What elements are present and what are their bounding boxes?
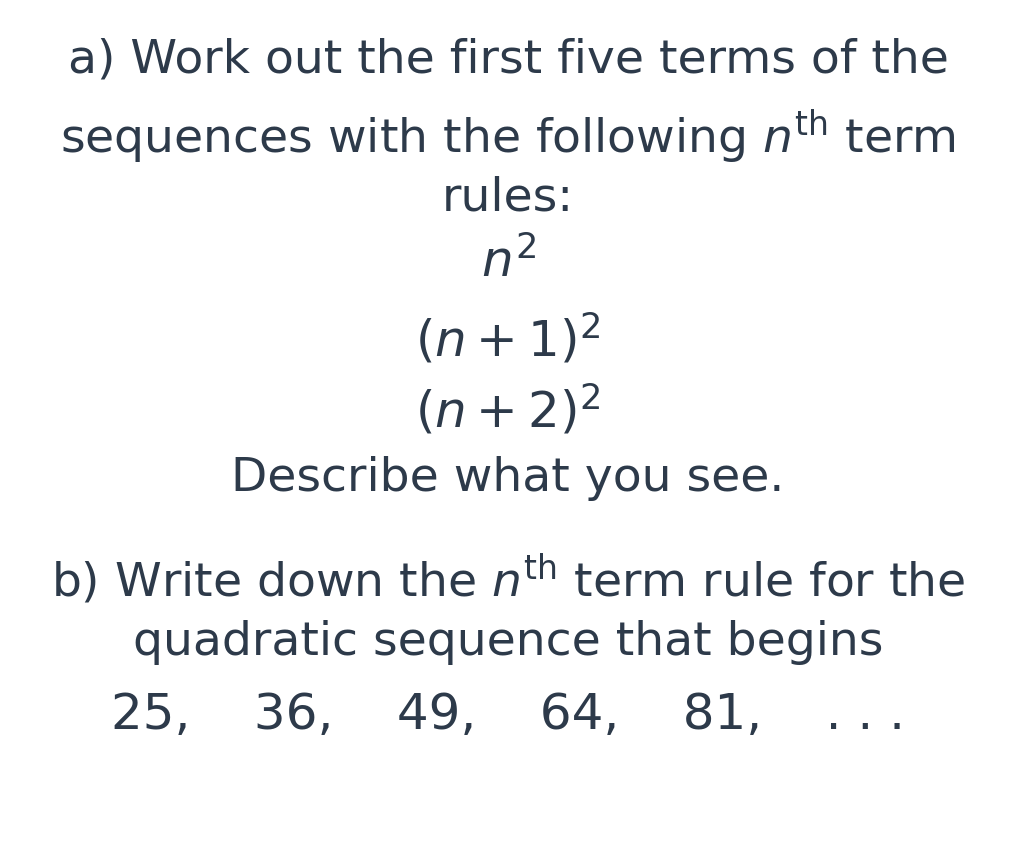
Text: $(n + 2)^2$: $(n + 2)^2$: [416, 383, 600, 437]
Text: b) Write down the $n^{\mathrm{th}}$ term rule for the: b) Write down the $n^{\mathrm{th}}$ term…: [51, 551, 965, 606]
Text: $(n + 1)^2$: $(n + 1)^2$: [416, 311, 600, 366]
Text: rules:: rules:: [442, 176, 574, 221]
Text: a) Work out the first five terms of the: a) Work out the first five terms of the: [67, 38, 949, 83]
Text: sequences with the following $n^{\mathrm{th}}$ term: sequences with the following $n^{\mathrm…: [60, 107, 956, 166]
Text: Describe what you see.: Describe what you see.: [232, 456, 784, 501]
Text: quadratic sequence that begins: quadratic sequence that begins: [133, 620, 883, 665]
Text: $n^2$: $n^2$: [481, 238, 535, 287]
Text: 25,    36,    49,    64,    81,    . . .: 25, 36, 49, 64, 81, . . .: [111, 691, 905, 739]
